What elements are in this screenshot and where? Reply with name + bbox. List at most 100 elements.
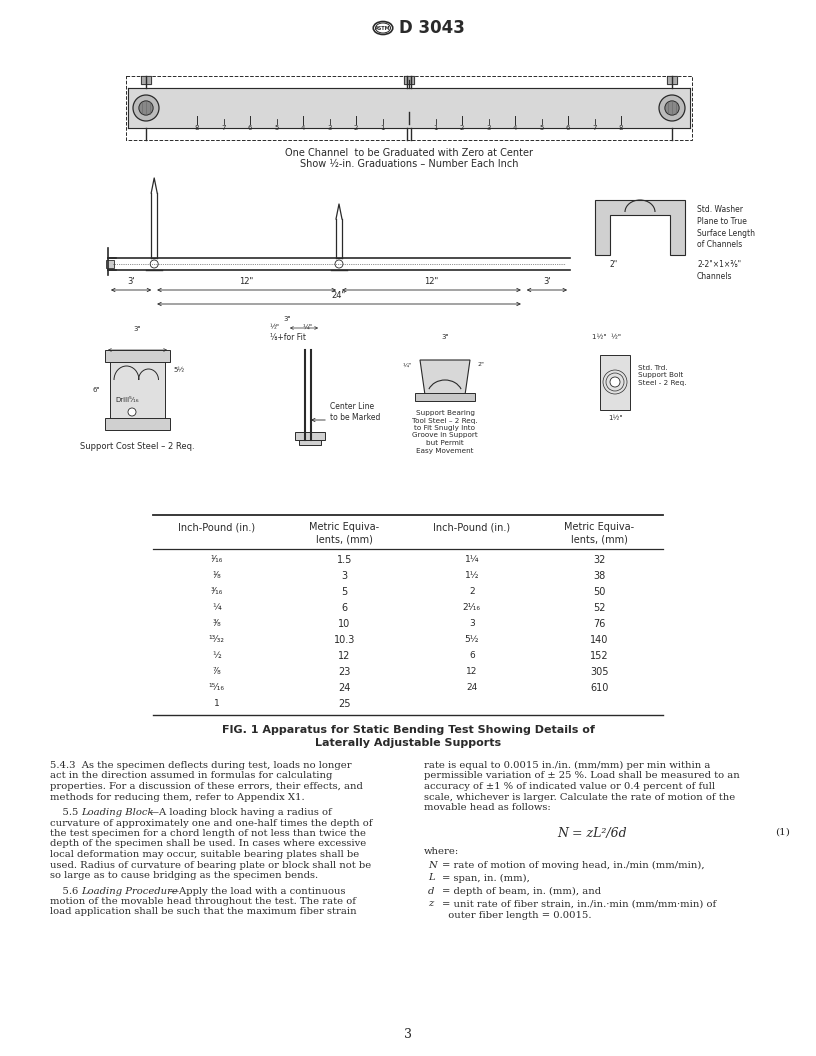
Text: permissible variation of ± 25 %. Load shall be measured to an: permissible variation of ± 25 %. Load sh… <box>424 772 740 780</box>
Text: 8: 8 <box>619 125 623 131</box>
Text: 610: 610 <box>590 683 609 693</box>
Text: ASTM: ASTM <box>375 25 391 31</box>
Text: properties. For a discussion of these errors, their effects, and: properties. For a discussion of these er… <box>50 782 363 791</box>
Text: = depth of beam, in. (mm), and: = depth of beam, in. (mm), and <box>442 886 601 895</box>
Text: 1½"  ½": 1½" ½" <box>592 334 621 340</box>
Text: 2": 2" <box>478 362 485 367</box>
Text: accuracy of ±1 % of indicated value or 0.4 percent of full: accuracy of ±1 % of indicated value or 0… <box>424 782 715 791</box>
Bar <box>105 418 170 430</box>
Text: 6: 6 <box>248 125 252 131</box>
Text: Loading Block: Loading Block <box>81 808 153 817</box>
Text: (1): (1) <box>775 828 790 836</box>
Text: load application shall be such that the maximum fiber strain: load application shall be such that the … <box>50 907 357 917</box>
Text: Laterally Adjustable Supports: Laterally Adjustable Supports <box>315 738 501 748</box>
Text: ¼": ¼" <box>303 324 313 329</box>
Text: 3: 3 <box>469 619 475 628</box>
Text: Support Bearing
Tool Steel – 2 Req.
to Fit Snugly Into
Groove in Support
but Per: Support Bearing Tool Steel – 2 Req. to F… <box>412 410 478 453</box>
Text: L: L <box>428 873 435 883</box>
Text: movable head as follows:: movable head as follows: <box>424 803 551 812</box>
Text: 50: 50 <box>593 587 605 597</box>
Text: methods for reducing them, refer to Appendix X1.: methods for reducing them, refer to Appe… <box>50 792 304 802</box>
Text: 7: 7 <box>592 125 596 131</box>
Text: 1½: 1½ <box>464 571 479 580</box>
Text: 4: 4 <box>512 125 517 131</box>
Bar <box>110 360 165 420</box>
Text: ¹⁄₁₆: ¹⁄₁₆ <box>211 555 223 564</box>
Text: 2-2"×1×⅜"
Channels: 2-2"×1×⅜" Channels <box>697 260 741 281</box>
Polygon shape <box>595 200 685 254</box>
Text: D 3043: D 3043 <box>399 19 465 37</box>
Text: curvature of approximately one and one-half times the depth of: curvature of approximately one and one-h… <box>50 818 372 828</box>
Circle shape <box>665 101 679 115</box>
Text: outer fiber length = 0.0015.: outer fiber length = 0.0015. <box>442 910 592 920</box>
Text: ½": ½" <box>270 324 280 329</box>
Text: 140: 140 <box>590 635 609 645</box>
Text: N = zL²/6d: N = zL²/6d <box>557 828 627 841</box>
Text: motion of the movable head throughout the test. The rate of: motion of the movable head throughout th… <box>50 897 356 906</box>
Text: Drill⁵⁄₁₆: Drill⁵⁄₁₆ <box>115 397 139 403</box>
Text: 1½": 1½" <box>608 415 623 421</box>
Text: 6: 6 <box>565 125 570 131</box>
Text: 5: 5 <box>539 125 543 131</box>
Bar <box>299 440 321 445</box>
Text: 3: 3 <box>486 125 490 131</box>
Text: 76: 76 <box>593 619 605 629</box>
Text: 23: 23 <box>338 667 350 677</box>
Text: ¹⁵⁄₁₆: ¹⁵⁄₁₆ <box>209 683 224 692</box>
Text: 1¼: 1¼ <box>464 555 479 564</box>
Text: ³⁄₈: ³⁄₈ <box>212 619 221 628</box>
Text: 2: 2 <box>469 587 475 596</box>
Text: = span, in. (mm),: = span, in. (mm), <box>442 873 530 883</box>
Polygon shape <box>420 360 470 395</box>
Text: Std. Washer
Plane to True
Surface Length
of Channels: Std. Washer Plane to True Surface Length… <box>697 205 755 249</box>
Text: 12: 12 <box>338 650 350 661</box>
Circle shape <box>133 95 159 121</box>
Text: 24": 24" <box>332 291 346 300</box>
Text: act in the direction assumed in formulas for calculating: act in the direction assumed in formulas… <box>50 772 332 780</box>
Text: 8: 8 <box>195 125 199 131</box>
Text: 2¹⁄₁₆: 2¹⁄₁₆ <box>463 603 481 612</box>
Text: 7: 7 <box>221 125 226 131</box>
Text: ³⁄₁₆: ³⁄₁₆ <box>211 587 223 596</box>
Text: 38: 38 <box>593 571 605 581</box>
Text: 3": 3" <box>441 334 449 340</box>
Text: 3": 3" <box>283 316 290 322</box>
Text: d: d <box>428 886 434 895</box>
Text: 3': 3' <box>127 277 135 286</box>
Text: 152: 152 <box>590 650 609 661</box>
Text: 5½: 5½ <box>173 367 184 373</box>
Text: Metric Equiva-: Metric Equiva- <box>564 522 634 532</box>
Bar <box>126 76 692 140</box>
Text: so large as to cause bridging as the specimen bends.: so large as to cause bridging as the spe… <box>50 871 318 880</box>
Text: —A loading block having a radius of: —A loading block having a radius of <box>149 808 332 817</box>
Text: where:: where: <box>424 848 459 856</box>
Text: Center Line
to be Marked: Center Line to be Marked <box>330 402 380 422</box>
Text: 12": 12" <box>239 277 254 286</box>
Text: ½: ½ <box>212 650 221 660</box>
Circle shape <box>139 101 153 115</box>
Text: = unit rate of fiber strain, in./in.·min (mm/mm·min) of: = unit rate of fiber strain, in./in.·min… <box>442 900 716 908</box>
Text: ¼: ¼ <box>212 603 221 612</box>
Text: used. Radius of curvature of bearing plate or block shall not be: used. Radius of curvature of bearing pla… <box>50 861 371 869</box>
Text: lents, (mm): lents, (mm) <box>316 534 373 544</box>
Text: 4: 4 <box>301 125 305 131</box>
Text: 1.5: 1.5 <box>336 555 352 565</box>
Text: Inch-Pound (in.): Inch-Pound (in.) <box>178 522 255 532</box>
Text: ¹⁄₈: ¹⁄₈ <box>212 571 221 580</box>
Text: scale, whichever is larger. Calculate the rate of motion of the: scale, whichever is larger. Calculate th… <box>424 792 735 802</box>
Text: 5: 5 <box>274 125 279 131</box>
Text: 52: 52 <box>593 603 605 612</box>
Bar <box>600 355 630 410</box>
Text: = rate of motion of moving head, in./min (mm/min),: = rate of motion of moving head, in./min… <box>442 861 705 870</box>
Text: 12: 12 <box>466 667 477 676</box>
Text: ¼": ¼" <box>403 362 412 367</box>
Text: ⁷⁄₈: ⁷⁄₈ <box>212 667 221 676</box>
Text: FIG. 1 Apparatus for Static Bending Test Showing Details of: FIG. 1 Apparatus for Static Bending Test… <box>222 725 594 735</box>
Text: 1: 1 <box>214 699 220 708</box>
Text: Metric Equiva-: Metric Equiva- <box>309 522 379 532</box>
Text: 1: 1 <box>380 125 385 131</box>
Text: 1: 1 <box>433 125 437 131</box>
Text: ⅛+for Fit: ⅛+for Fit <box>270 333 306 342</box>
Text: One Channel  to be Graduated with Zero at Center: One Channel to be Graduated with Zero at… <box>285 148 533 158</box>
Text: 6: 6 <box>341 603 348 612</box>
